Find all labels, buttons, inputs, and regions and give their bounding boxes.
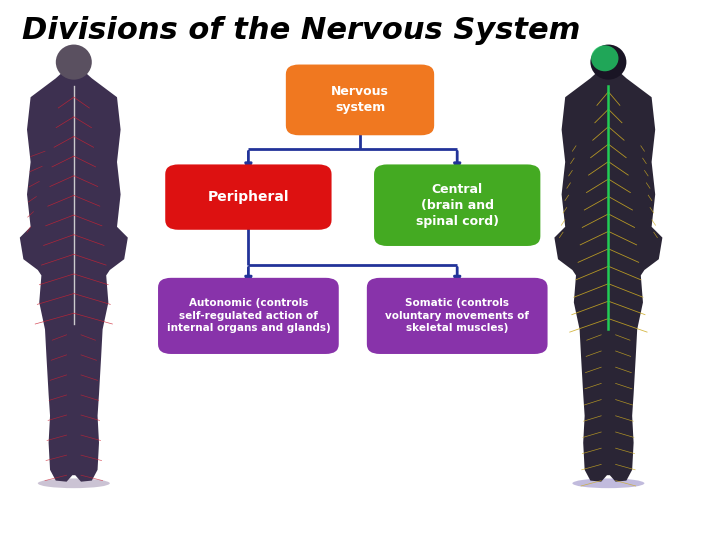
Ellipse shape [37,478,109,488]
Text: Somatic (controls
voluntary movements of
skeletal muscles): Somatic (controls voluntary movements of… [385,299,529,333]
FancyBboxPatch shape [366,278,547,354]
Text: Nervous
system: Nervous system [331,85,389,114]
Ellipse shape [591,45,618,71]
FancyBboxPatch shape [374,164,540,246]
FancyBboxPatch shape [286,65,434,136]
FancyBboxPatch shape [158,278,339,354]
Text: Central
(brain and
spinal cord): Central (brain and spinal cord) [415,183,499,228]
Text: Peripheral: Peripheral [207,190,289,204]
Ellipse shape [572,478,644,488]
Ellipse shape [56,45,92,80]
Ellipse shape [590,45,626,80]
Text: Divisions of the Nervous System: Divisions of the Nervous System [22,16,580,45]
Text: Autonomic (controls
self-regulated action of
internal organs and glands): Autonomic (controls self-regulated actio… [166,299,330,333]
Polygon shape [554,62,662,482]
Polygon shape [19,62,128,482]
FancyBboxPatch shape [165,164,331,230]
